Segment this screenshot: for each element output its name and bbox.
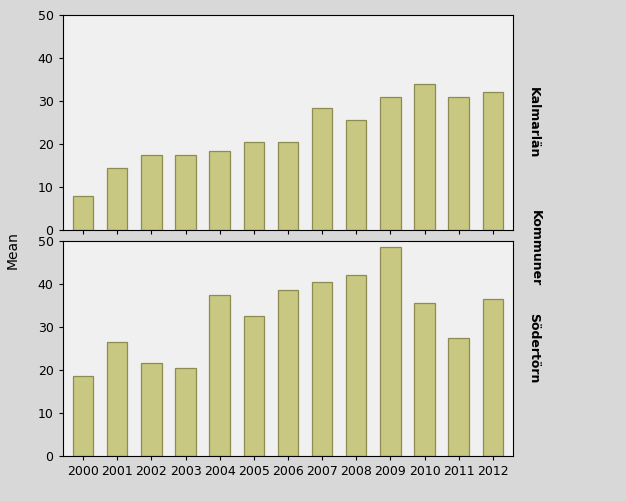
Bar bbox=[210, 295, 230, 456]
Bar bbox=[380, 247, 401, 456]
Bar bbox=[414, 84, 435, 230]
Bar bbox=[73, 376, 93, 456]
Text: Kommuner: Kommuner bbox=[529, 210, 542, 286]
Bar bbox=[380, 97, 401, 230]
Bar bbox=[73, 196, 93, 230]
Bar bbox=[312, 108, 332, 230]
Bar bbox=[312, 282, 332, 456]
Text: Södertörn: Södertörn bbox=[527, 313, 540, 384]
Bar bbox=[448, 97, 469, 230]
Bar bbox=[107, 168, 128, 230]
Bar bbox=[175, 368, 196, 456]
Bar bbox=[210, 150, 230, 230]
Bar bbox=[107, 342, 128, 456]
Bar bbox=[244, 142, 264, 230]
Bar bbox=[414, 303, 435, 456]
Bar bbox=[483, 299, 503, 456]
Bar bbox=[483, 93, 503, 230]
Bar bbox=[141, 363, 162, 456]
Bar bbox=[278, 290, 298, 456]
Text: Mean: Mean bbox=[6, 231, 19, 270]
Bar bbox=[278, 142, 298, 230]
Bar bbox=[346, 120, 366, 230]
Text: Kalmarlän: Kalmarlän bbox=[527, 87, 540, 158]
Bar bbox=[175, 155, 196, 230]
Bar bbox=[448, 338, 469, 456]
Bar bbox=[244, 316, 264, 456]
Bar bbox=[141, 155, 162, 230]
Bar bbox=[346, 275, 366, 456]
